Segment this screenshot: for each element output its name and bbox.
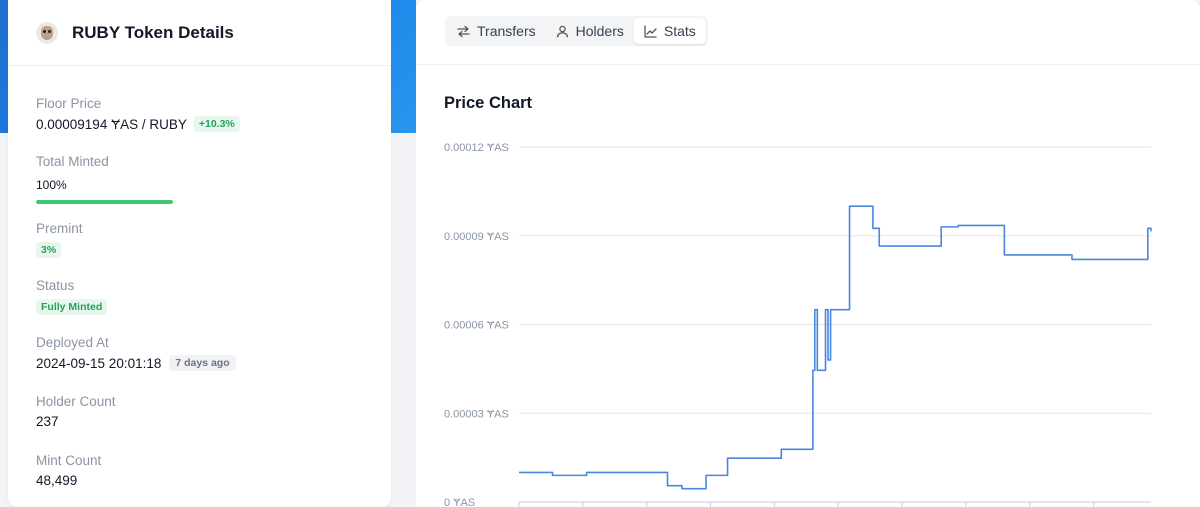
mint-count-label: Mint Count <box>36 453 102 468</box>
y-tick-label: 0.00003 ɎAS <box>444 408 509 420</box>
total-minted-label: Total Minted <box>36 154 109 169</box>
token-avatar <box>36 21 58 44</box>
y-tick-label: 0.00009 ɎAS <box>444 231 509 243</box>
price-series-line <box>519 205 1152 490</box>
total-minted-value: 100% <box>36 178 67 192</box>
y-tick-label: 0.00012 ɎAS <box>444 142 509 154</box>
tab-stats[interactable]: Stats <box>633 18 706 44</box>
total-minted-field: Total Minted 100% <box>36 154 173 204</box>
token-title: RUBY Token Details <box>72 22 234 42</box>
tab-bar: Transfers Holders Stats <box>445 16 708 46</box>
y-tick-label: 0 ɎAS <box>444 497 475 507</box>
holder-count-field: Holder Count 237 <box>36 394 116 429</box>
total-minted-progress-fill <box>36 200 173 204</box>
chart-title: Price Chart <box>444 94 533 112</box>
tab-holders-label: Holders <box>575 23 624 39</box>
premint-badge: 3% <box>36 242 62 258</box>
tab-stats-label: Stats <box>663 23 696 39</box>
tab-holders[interactable]: Holders <box>546 18 634 44</box>
premint-field: Premint 3% <box>36 221 83 258</box>
premint-value-row: 3% <box>36 242 83 258</box>
premint-label: Premint <box>36 221 83 236</box>
floor-price-change-badge: +10.3% <box>193 116 240 132</box>
deployed-at-value-row: 2024-09-15 20:01:18 7 days ago <box>36 355 236 371</box>
status-value-row: Fully Minted <box>36 299 108 315</box>
tab-transfers[interactable]: Transfers <box>447 18 546 44</box>
status-badge: Fully Minted <box>36 299 108 315</box>
y-tick-label: 0.00006 ɎAS <box>444 320 509 332</box>
token-details-header: RUBY Token Details <box>8 0 391 66</box>
status-label: Status <box>36 278 75 293</box>
floor-price-value-row: 0.00009194 ɎAS / RUBY +10.3% <box>36 116 240 132</box>
mint-count-value: 48,499 <box>36 473 78 488</box>
user-icon <box>556 25 568 37</box>
deployed-at-value: 2024-09-15 20:01:18 <box>36 355 162 371</box>
price-chart: 0 ɎAS 0.00003 ɎAS 0.00006 ɎAS 0.00009 ɎAS 0.… <box>444 142 1152 507</box>
holder-count-value: 237 <box>36 414 59 429</box>
stats-panel: Transfers Holders Stats Price Chart 0 ɎA… <box>416 0 1200 507</box>
holder-count-label: Holder Count <box>36 394 116 409</box>
transfer-arrows-icon <box>457 25 470 37</box>
deployed-at-label: Deployed At <box>36 335 109 350</box>
deployed-relative-badge: 7 days ago <box>169 355 236 371</box>
token-details-panel: RUBY Token Details Floor Price 0.0000919… <box>8 0 391 507</box>
deployed-at-field: Deployed At 2024-09-15 20:01:18 7 days a… <box>36 335 236 371</box>
line-chart-icon <box>644 24 657 38</box>
floor-price-value: 0.00009194 ɎAS / RUBY <box>36 116 187 132</box>
mint-count-field: Mint Count 48,499 <box>36 453 101 488</box>
total-minted-progress-bar <box>36 200 173 204</box>
tab-transfers-label: Transfers <box>477 23 536 39</box>
stats-panel-header: Transfers Holders Stats <box>416 0 1200 65</box>
floor-price-label: Floor Price <box>36 96 102 111</box>
status-field: Status Fully Minted <box>36 278 108 315</box>
floor-price-field: Floor Price 0.00009194 ɎAS / RUBY +10.3% <box>36 96 240 132</box>
